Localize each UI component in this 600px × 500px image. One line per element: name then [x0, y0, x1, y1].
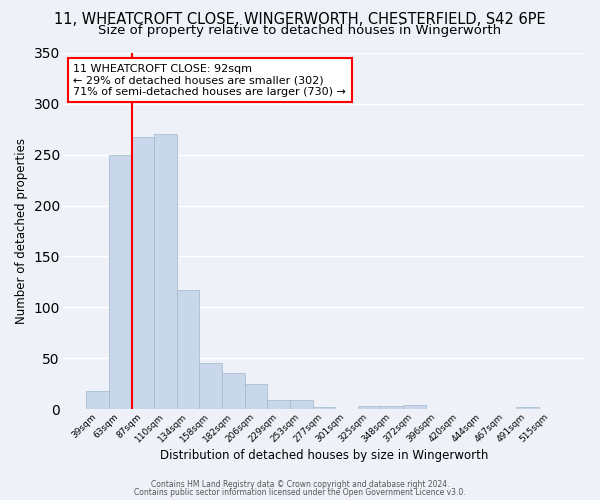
Bar — [290, 400, 313, 409]
Bar — [86, 391, 109, 409]
Bar — [131, 138, 154, 409]
Bar — [380, 406, 403, 409]
Bar — [245, 384, 268, 409]
Bar — [199, 364, 222, 409]
Text: Contains public sector information licensed under the Open Government Licence v3: Contains public sector information licen… — [134, 488, 466, 497]
Text: Contains HM Land Registry data © Crown copyright and database right 2024.: Contains HM Land Registry data © Crown c… — [151, 480, 449, 489]
Bar — [516, 407, 539, 409]
Bar — [222, 374, 245, 409]
Text: 11, WHEATCROFT CLOSE, WINGERWORTH, CHESTERFIELD, S42 6PE: 11, WHEATCROFT CLOSE, WINGERWORTH, CHEST… — [54, 12, 546, 28]
X-axis label: Distribution of detached houses by size in Wingerworth: Distribution of detached houses by size … — [160, 450, 488, 462]
Bar — [268, 400, 290, 409]
Bar — [403, 405, 425, 409]
Bar — [109, 154, 131, 409]
Bar — [154, 134, 177, 409]
Text: Size of property relative to detached houses in Wingerworth: Size of property relative to detached ho… — [98, 24, 502, 37]
Y-axis label: Number of detached properties: Number of detached properties — [15, 138, 28, 324]
Bar — [313, 407, 335, 409]
Bar — [358, 406, 380, 409]
Bar — [177, 290, 199, 409]
Text: 11 WHEATCROFT CLOSE: 92sqm
← 29% of detached houses are smaller (302)
71% of sem: 11 WHEATCROFT CLOSE: 92sqm ← 29% of deta… — [73, 64, 346, 97]
